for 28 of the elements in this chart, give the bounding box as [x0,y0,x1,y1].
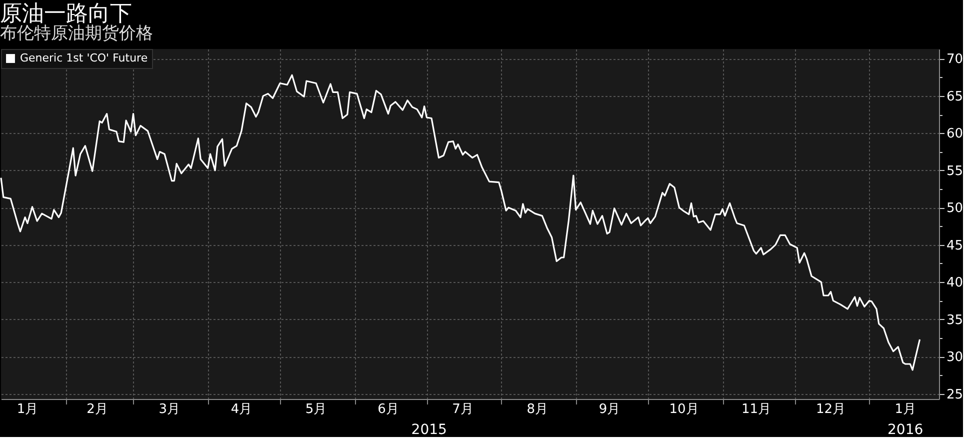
x-tick-label: 8月 [526,402,548,417]
x-tick-label: 3月 [158,402,180,417]
y-tick-label: 35 [946,312,964,328]
x-tick-label: 10月 [669,402,699,417]
y-tick-label: 55 [946,164,964,179]
chart-subtitle: 布伦特原油期货价格 [0,24,154,44]
y-tick-label: 60 [946,126,964,142]
y-tick-label: 25 [946,387,964,402]
y-tick-label: 65 [946,89,964,104]
line-series [0,74,921,371]
x-tick-label: 12月 [816,402,846,417]
x-tick-label: 6月 [378,402,399,417]
text: 2015 [411,422,447,438]
y-tick-label: 70 [946,52,964,68]
x-tick-label: 1月 [894,402,916,417]
x-tick-label: 11月 [741,402,771,417]
x-tick-label: 9月 [598,402,620,417]
x-tick-label: 1月 [16,402,38,417]
text: 2016 [888,422,924,438]
y-tick-label: 50 [946,201,964,216]
x-tick-label: 2月 [86,402,108,417]
legend-label: Generic 1st 'CO' Future [20,52,148,64]
y-tick-label: 45 [946,238,964,254]
y-tick-label: 30 [946,350,964,366]
x-tick-label: 7月 [452,402,474,417]
x-tick-label: 5月 [305,402,327,417]
y-tick-label: 40 [946,276,964,291]
x-tick-label: 4月 [230,402,252,417]
